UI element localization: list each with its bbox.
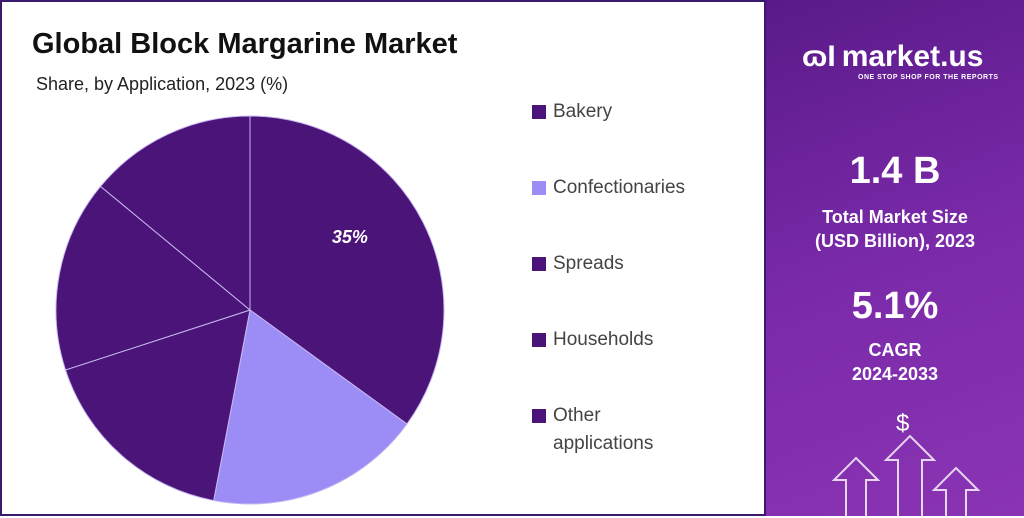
legend-swatch (532, 333, 546, 347)
legend-swatch (532, 181, 546, 195)
dollar-icon: $ (896, 410, 910, 437)
arrows-icon (831, 434, 981, 516)
market-size-unit: (USD Billion), 2023 (814, 231, 976, 251)
stats-panel: ɷI market.us ONE STOP SHOP FOR THE REPOR… (766, 0, 1024, 516)
legend-item: Bakery (532, 98, 612, 126)
logo-icon: ɷI (802, 40, 836, 73)
legend-item: Confectionaries (532, 174, 685, 202)
chart-subtitle: Share, by Application, 2023 (%) (36, 74, 289, 94)
pie-slice-spreads (64, 309, 251, 502)
legend-item: Spreads (532, 250, 624, 278)
pie-slice-other-applications (99, 115, 251, 312)
legend-label: Spreads (553, 253, 624, 274)
pie-slice-households (55, 185, 252, 371)
logo: ɷI market.us (802, 40, 983, 74)
data-label: 35% (332, 227, 368, 247)
pie-slice-confectionaries (213, 309, 408, 505)
market-size-value: 1.4 B (849, 150, 941, 192)
chart-title: Global Block Margarine Market (32, 28, 458, 60)
legend-label: Households (553, 329, 654, 350)
logo-text: market.us (841, 40, 984, 73)
market-size-label: Total Market Size (822, 207, 968, 227)
tagline: ONE STOP SHOP FOR THE REPORTS (858, 74, 999, 81)
legend-swatch (532, 409, 546, 423)
legend-label: Other applications (553, 405, 654, 454)
legend-item: Households (532, 326, 653, 354)
cagr-label: CAGR (868, 340, 922, 360)
legend-label: Confectionaries (553, 177, 686, 198)
cagr-period: 2024-2033 (851, 364, 939, 384)
pie-slice-bakery (249, 115, 445, 425)
cagr-value: 5.1% (851, 285, 939, 327)
legend-label: Bakery (553, 101, 613, 122)
chart-panel: Global Block Margarine Market Share, by … (0, 0, 766, 516)
pie-chart: 35% (55, 115, 445, 505)
legend-item: Other applications (532, 402, 673, 458)
legend-swatch (532, 257, 546, 271)
legend-swatch (532, 105, 546, 119)
